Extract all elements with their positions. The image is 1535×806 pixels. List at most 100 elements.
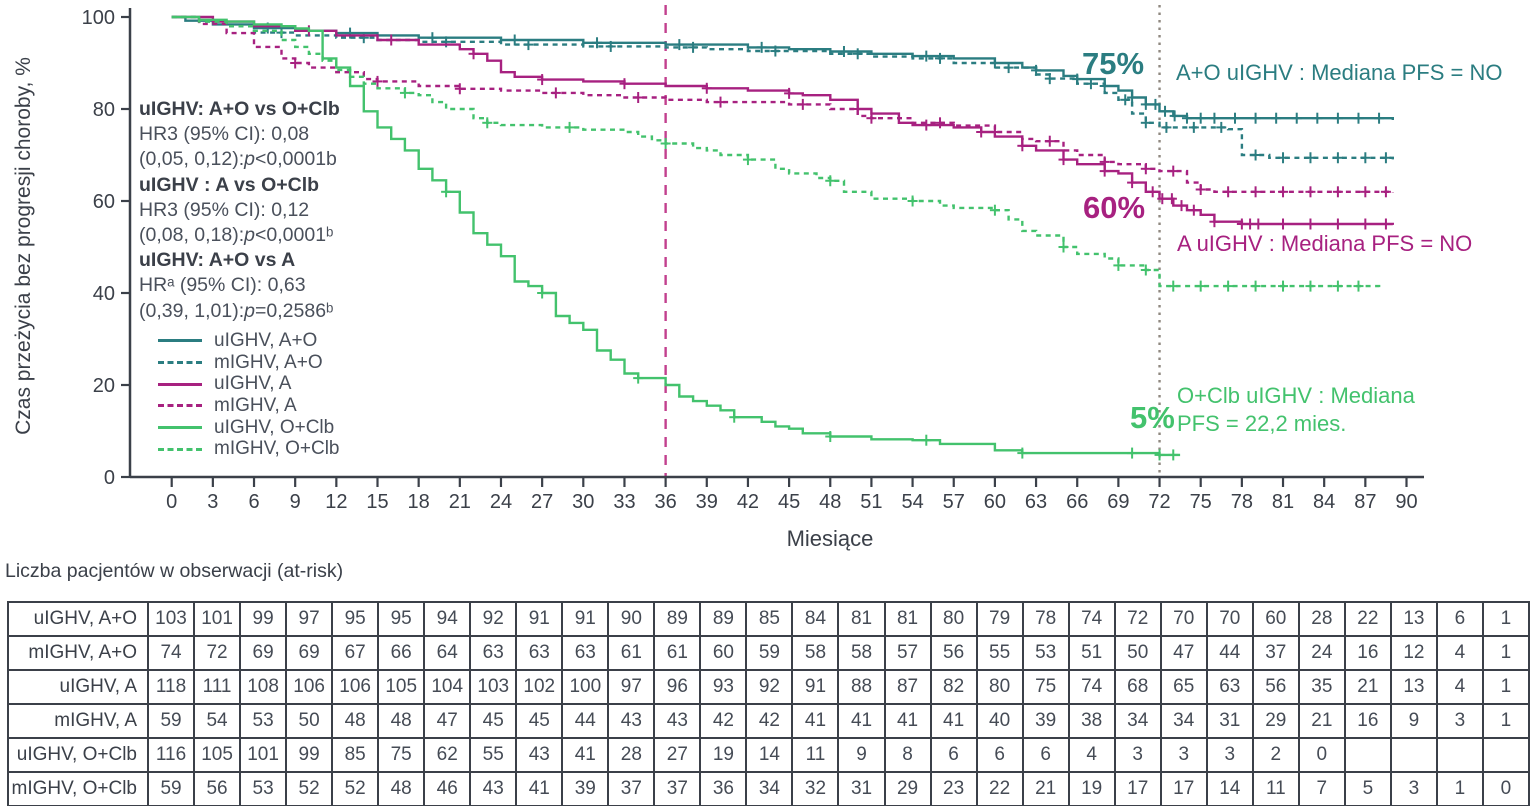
at-risk-cell: 13 bbox=[1391, 671, 1438, 705]
hr-comparison-title: uIGHV: A+O vs A bbox=[139, 249, 296, 272]
at-risk-row-label: uIGHV, O+Clb bbox=[9, 739, 149, 773]
at-risk-cell: 81 bbox=[839, 603, 886, 637]
at-risk-cell: 11 bbox=[1253, 773, 1300, 806]
at-risk-cell: 37 bbox=[655, 773, 702, 806]
x-tick-label: 84 bbox=[1313, 491, 1335, 513]
at-risk-row-label: mIGHV, A bbox=[9, 705, 149, 739]
x-tick-label: 78 bbox=[1231, 491, 1253, 513]
x-tick-label: 36 bbox=[654, 491, 676, 513]
at-risk-cell: 105 bbox=[379, 671, 426, 705]
at-risk-title: Liczba pacjentów w obserwacji (at-risk) bbox=[5, 560, 344, 582]
at-risk-cell: 116 bbox=[149, 739, 196, 773]
at-risk-cell: 45 bbox=[517, 705, 564, 739]
at-risk-cell: 75 bbox=[379, 739, 426, 773]
y-tick-label: 40 bbox=[93, 283, 115, 305]
km-curve-mIGHV--A bbox=[171, 15, 1394, 193]
at-risk-cell bbox=[1391, 739, 1438, 773]
legend-item: uIGHV, A bbox=[158, 373, 339, 395]
at-risk-cell: 108 bbox=[241, 671, 288, 705]
at-risk-cell: 6 bbox=[931, 739, 978, 773]
at-risk-cell: 41 bbox=[563, 739, 610, 773]
at-risk-cell: 29 bbox=[885, 773, 932, 806]
x-tick-label: 51 bbox=[860, 491, 882, 513]
at-risk-cell: 63 bbox=[1207, 671, 1254, 705]
x-tick-label: 63 bbox=[1025, 491, 1047, 513]
at-risk-cell: 103 bbox=[149, 603, 196, 637]
x-tick-label: 66 bbox=[1066, 491, 1088, 513]
annotation-median-oclb-2: PFS = 22,2 mies. bbox=[1177, 411, 1347, 436]
at-risk-cell: 43 bbox=[471, 773, 518, 806]
at-risk-cell: 102 bbox=[517, 671, 564, 705]
at-risk-cell: 80 bbox=[931, 603, 978, 637]
at-risk-cell: 0 bbox=[1299, 739, 1346, 773]
annotation-rate-75: 75% bbox=[1082, 46, 1145, 81]
at-risk-cell: 53 bbox=[1023, 637, 1070, 671]
at-risk-cell: 88 bbox=[839, 671, 886, 705]
at-risk-cell: 96 bbox=[655, 671, 702, 705]
at-risk-cell: 59 bbox=[747, 637, 794, 671]
at-risk-cell: 99 bbox=[287, 739, 334, 773]
legend-label: uIGHV, A bbox=[214, 373, 292, 395]
at-risk-cell: 48 bbox=[333, 705, 380, 739]
at-risk-cell: 63 bbox=[471, 637, 518, 671]
legend-item: mIGHV, O+Clb bbox=[158, 438, 339, 460]
at-risk-cell: 3 bbox=[1161, 739, 1208, 773]
at-risk-cell: 3 bbox=[1115, 739, 1162, 773]
at-risk-cell: 38 bbox=[1069, 705, 1116, 739]
at-risk-cell: 87 bbox=[885, 671, 932, 705]
at-risk-cell: 106 bbox=[333, 671, 380, 705]
hr-stat-line: (0,08, 0,18):p<0,0001ᵇ bbox=[139, 224, 334, 247]
at-risk-cell: 57 bbox=[885, 637, 932, 671]
at-risk-cell: 66 bbox=[379, 637, 426, 671]
at-risk-cell: 56 bbox=[931, 637, 978, 671]
at-risk-cell: 85 bbox=[333, 739, 380, 773]
at-risk-cell: 4 bbox=[1069, 739, 1116, 773]
at-risk-cell: 64 bbox=[425, 637, 472, 671]
x-tick-label: 9 bbox=[290, 491, 301, 513]
at-risk-cell: 47 bbox=[425, 705, 472, 739]
at-risk-cell: 56 bbox=[195, 773, 242, 806]
y-axis-title: Czas przeżycia bez progresji choroby, % bbox=[12, 57, 35, 435]
legend-line-sample bbox=[158, 339, 202, 343]
at-risk-cell: 53 bbox=[241, 773, 288, 806]
hr-stat-line: HRᵃ (95% CI): 0,63 bbox=[139, 274, 306, 297]
at-risk-cell: 1 bbox=[1483, 705, 1530, 739]
at-risk-cell: 101 bbox=[195, 603, 242, 637]
x-tick-label: 18 bbox=[408, 491, 430, 513]
at-risk-cell: 41 bbox=[839, 705, 886, 739]
annotation-median-ao: A+O uIGHV : Mediana PFS = NO bbox=[1176, 60, 1503, 85]
at-risk-cell: 70 bbox=[1207, 603, 1254, 637]
at-risk-cell: 105 bbox=[195, 739, 242, 773]
at-risk-cell: 34 bbox=[1115, 705, 1162, 739]
at-risk-cell: 97 bbox=[287, 603, 334, 637]
at-risk-cell bbox=[1437, 739, 1484, 773]
at-risk-row-label: uIGHV, A+O bbox=[9, 603, 149, 637]
x-tick-label: 87 bbox=[1354, 491, 1376, 513]
at-risk-cell: 35 bbox=[1299, 671, 1346, 705]
at-risk-cell: 34 bbox=[747, 773, 794, 806]
at-risk-cell: 52 bbox=[333, 773, 380, 806]
at-risk-cell: 12 bbox=[1391, 637, 1438, 671]
at-risk-cell: 51 bbox=[1069, 637, 1116, 671]
at-risk-cell: 89 bbox=[655, 603, 702, 637]
x-tick-label: 15 bbox=[366, 491, 388, 513]
at-risk-cell: 106 bbox=[287, 671, 334, 705]
at-risk-cell: 74 bbox=[149, 637, 196, 671]
annotation-rate-5: 5% bbox=[1130, 400, 1175, 435]
at-risk-cell: 6 bbox=[1023, 739, 1070, 773]
at-risk-cell: 55 bbox=[977, 637, 1024, 671]
at-risk-cell: 42 bbox=[747, 705, 794, 739]
at-risk-cell: 68 bbox=[1115, 671, 1162, 705]
at-risk-cell: 3 bbox=[1207, 739, 1254, 773]
x-tick-label: 39 bbox=[696, 491, 718, 513]
at-risk-cell: 2 bbox=[1253, 739, 1300, 773]
legend-label: uIGHV, A+O bbox=[214, 329, 318, 351]
at-risk-cell: 52 bbox=[287, 773, 334, 806]
at-risk-cell: 42 bbox=[701, 705, 748, 739]
at-risk-cell: 75 bbox=[1023, 671, 1070, 705]
x-tick-label: 72 bbox=[1148, 491, 1170, 513]
at-risk-cell: 13 bbox=[1391, 603, 1438, 637]
at-risk-cell: 21 bbox=[1299, 705, 1346, 739]
